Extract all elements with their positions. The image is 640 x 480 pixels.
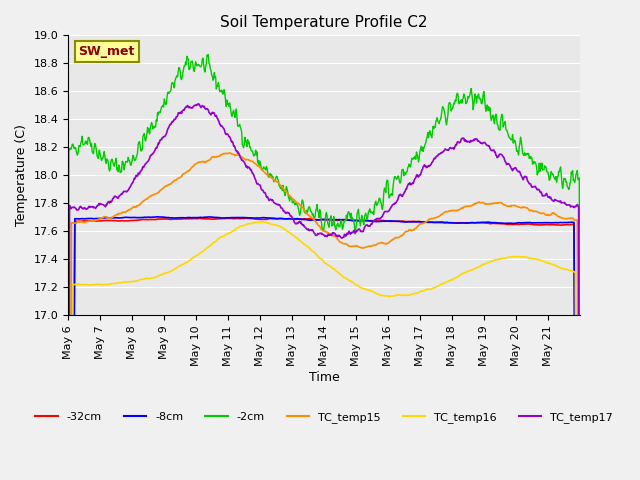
-2cm xyxy=(264,169,271,175)
TC_temp16 xyxy=(406,292,413,298)
-2cm xyxy=(124,155,132,160)
-32cm xyxy=(264,216,271,222)
-32cm xyxy=(124,218,132,224)
Y-axis label: Temperature (C): Temperature (C) xyxy=(15,124,28,226)
TC_temp17 xyxy=(378,215,385,221)
-2cm xyxy=(244,141,252,146)
TC_temp15 xyxy=(264,172,271,178)
-32cm xyxy=(406,219,413,225)
-32cm xyxy=(378,217,385,223)
TC_temp16 xyxy=(259,219,267,225)
-32cm xyxy=(218,216,226,221)
Line: TC_temp16: TC_temp16 xyxy=(68,222,580,480)
-8cm xyxy=(124,215,132,220)
-2cm xyxy=(378,200,385,206)
TC_temp16 xyxy=(264,220,271,226)
-2cm xyxy=(204,52,212,58)
TC_temp17 xyxy=(219,125,227,131)
TC_temp16 xyxy=(218,234,226,240)
-8cm xyxy=(378,218,385,224)
TC_temp15 xyxy=(378,240,385,245)
TC_temp17 xyxy=(195,101,202,107)
TC_temp17 xyxy=(406,180,413,186)
Line: -8cm: -8cm xyxy=(68,217,580,480)
-8cm xyxy=(153,214,161,220)
Legend: -32cm, -8cm, -2cm, TC_temp15, TC_temp16, TC_temp17: -32cm, -8cm, -2cm, TC_temp15, TC_temp16,… xyxy=(31,408,617,427)
X-axis label: Time: Time xyxy=(308,372,339,384)
TC_temp16 xyxy=(244,221,252,227)
Title: Soil Temperature Profile C2: Soil Temperature Profile C2 xyxy=(220,15,428,30)
TC_temp17 xyxy=(244,164,252,170)
-2cm xyxy=(219,91,227,97)
TC_temp17 xyxy=(124,187,132,193)
TC_temp17 xyxy=(264,194,271,200)
Line: TC_temp17: TC_temp17 xyxy=(68,104,580,480)
-32cm xyxy=(244,216,252,221)
TC_temp15 xyxy=(226,150,234,156)
TC_temp16 xyxy=(378,292,385,298)
TC_temp16 xyxy=(124,279,132,285)
Line: -32cm: -32cm xyxy=(68,218,580,480)
TC_temp15 xyxy=(244,157,252,163)
-8cm xyxy=(264,215,271,221)
-8cm xyxy=(219,215,227,221)
-2cm xyxy=(406,164,413,169)
Text: SW_met: SW_met xyxy=(78,45,135,58)
Line: -2cm: -2cm xyxy=(68,55,580,480)
TC_temp15 xyxy=(218,152,226,157)
-8cm xyxy=(244,215,252,221)
-32cm xyxy=(243,216,250,221)
TC_temp15 xyxy=(124,207,132,213)
TC_temp15 xyxy=(406,227,413,233)
Line: TC_temp15: TC_temp15 xyxy=(68,153,580,480)
-8cm xyxy=(406,219,413,225)
